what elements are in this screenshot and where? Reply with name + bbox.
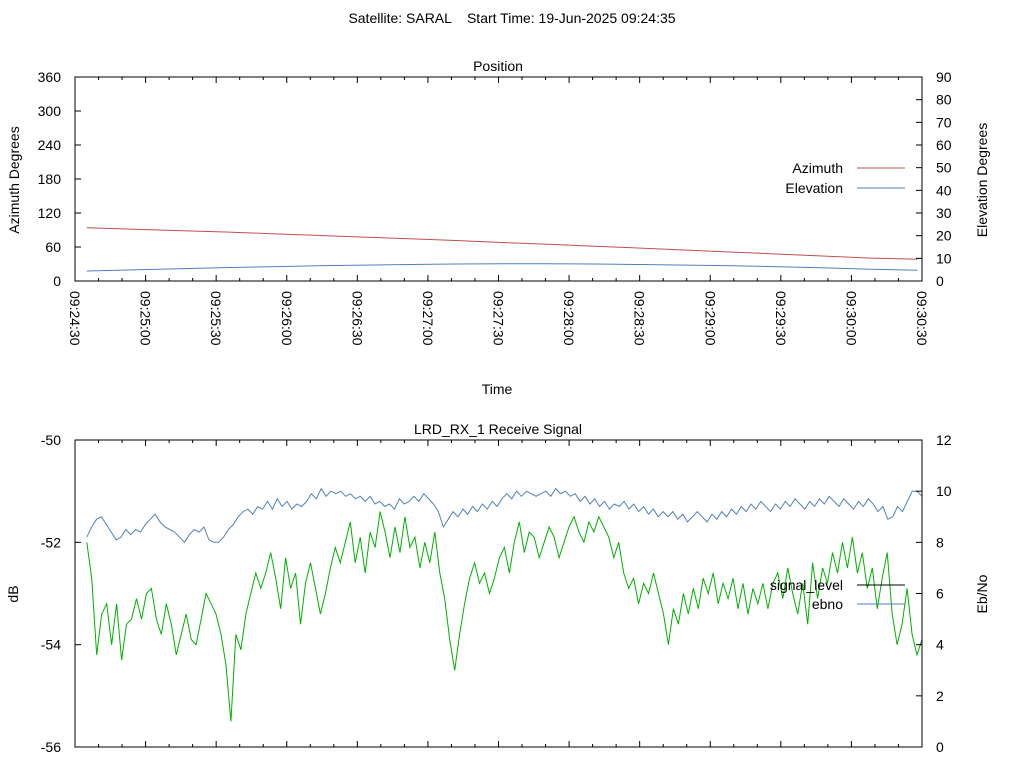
y2-tick-label: 2 <box>936 688 944 704</box>
series-line-ebno <box>86 487 923 544</box>
y2-tick-label: 90 <box>936 69 952 85</box>
y-tick-label: 60 <box>45 239 61 255</box>
signal-y2label: Eb/No <box>974 574 990 613</box>
y2-tick-label: 80 <box>936 92 952 108</box>
y-tick-label: 180 <box>38 171 62 187</box>
signal-chart: LRD_RX_1 Receive Signal dB Eb/No -56-54-… <box>5 421 990 755</box>
y-tick-label: -56 <box>41 739 61 755</box>
x-tick-label: 09:24:30 <box>67 291 83 346</box>
y2-tick-label: 20 <box>936 228 952 244</box>
legend-label: Azimuth <box>792 160 843 176</box>
series-line-signal-level <box>86 511 923 722</box>
y-tick-label: 360 <box>38 69 62 85</box>
position-y2label: Elevation Degrees <box>974 123 990 237</box>
x-tick-label: 09:26:30 <box>349 291 365 346</box>
y2-tick-label: 0 <box>936 739 944 755</box>
y2-tick-label: 40 <box>936 182 952 198</box>
legend-label: signal_level <box>770 577 843 593</box>
y-tick-label: -50 <box>41 432 61 448</box>
y2-tick-label: 8 <box>936 534 944 550</box>
x-tick-label: 09:29:30 <box>773 291 789 346</box>
x-tick-label: 09:27:00 <box>420 291 436 346</box>
y2-tick-label: 30 <box>936 205 952 221</box>
x-tick-label: 09:25:00 <box>138 291 154 346</box>
y-tick-label: 240 <box>38 137 62 153</box>
y2-tick-label: 6 <box>936 586 944 602</box>
x-tick-label: 09:27:30 <box>491 291 507 346</box>
y2-tick-label: 0 <box>936 273 944 289</box>
x-tick-label: 09:30:00 <box>843 291 859 346</box>
plot-frame <box>74 439 923 748</box>
x-tick-label: 09:29:00 <box>702 291 718 346</box>
y-tick-label: -54 <box>41 637 61 653</box>
page-title: Satellite: SARAL Start Time: 19-Jun-2025… <box>348 10 675 26</box>
x-tick-label: 09:25:30 <box>208 291 224 346</box>
y2-tick-label: 60 <box>936 137 952 153</box>
signal-title: LRD_RX_1 Receive Signal <box>414 421 582 437</box>
y2-tick-label: 10 <box>936 250 952 266</box>
position-chart: Position Time Azimuth Degrees Elevation … <box>6 58 990 397</box>
y2-tick-label: 10 <box>936 483 952 499</box>
signal-ylabel: dB <box>5 585 21 602</box>
position-plot-area: 0 60 120 180 240 300 360 0 10 20 30 40 50 60 70 80 90 09:… <box>38 69 952 346</box>
plot-frame <box>74 76 923 282</box>
y-tick-label: -52 <box>41 534 61 550</box>
legend-label: Elevation <box>785 180 843 196</box>
x-tick-label: 09:28:30 <box>632 291 648 346</box>
y2-tick-label: 12 <box>936 432 952 448</box>
y2-tick-label: 50 <box>936 160 952 176</box>
position-ylabel: Azimuth Degrees <box>6 126 22 233</box>
x-tick-label: 09:26:00 <box>279 291 295 346</box>
x-tick-label: 09:28:00 <box>561 291 577 346</box>
y2-tick-label: 4 <box>936 637 944 653</box>
legend-label: ebno <box>812 596 843 612</box>
y-tick-label: 300 <box>38 103 62 119</box>
position-title: Position <box>473 58 523 74</box>
position-xlabel: Time <box>482 381 513 397</box>
y-tick-label: 0 <box>53 273 61 289</box>
y2-tick-label: 70 <box>936 114 952 130</box>
y-tick-label: 120 <box>38 205 62 221</box>
series-line-elevation <box>86 263 918 272</box>
series-line-azimuth <box>86 227 918 260</box>
x-tick-label: 09:30:30 <box>914 291 930 346</box>
